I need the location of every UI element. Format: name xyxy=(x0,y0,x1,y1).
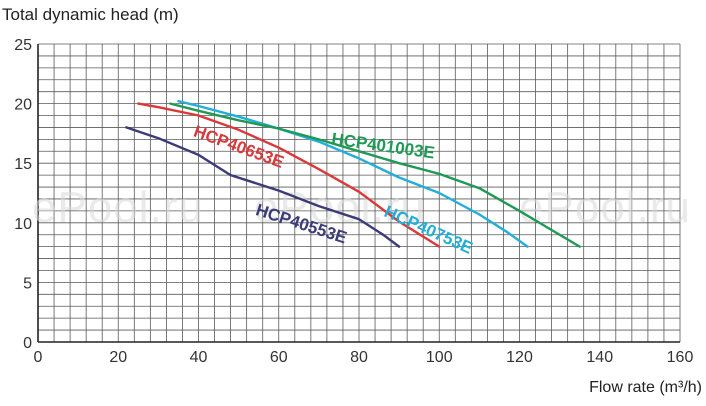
y-tick-label: 5 xyxy=(23,275,32,292)
y-axis-title: Total dynamic head (m) xyxy=(2,5,179,24)
series-line-hcp40653e xyxy=(137,102,441,248)
axes xyxy=(37,44,680,343)
x-axis-title: Flow rate (m³/h) xyxy=(589,379,702,396)
series-line-hcp40553e xyxy=(125,126,401,248)
x-tick-label: 120 xyxy=(506,349,533,366)
tick-labels: 0 5 10 15 20 25 0 20 40 60 80 100 120 140 160 xyxy=(14,37,693,366)
y-tick-label: 10 xyxy=(14,216,32,233)
x-tick-label: 20 xyxy=(109,349,127,366)
y-tick-label: 0 xyxy=(23,335,32,352)
y-tick-label: 15 xyxy=(14,156,32,173)
x-tick-label: 40 xyxy=(190,349,208,366)
watermark-text: ePool.ru xyxy=(519,183,691,232)
y-tick-label: 25 xyxy=(14,37,32,54)
x-tick-label: 60 xyxy=(270,349,288,366)
watermark: ePool.ru ePool.ru ePool.ru xyxy=(32,183,691,232)
x-tick-label: 160 xyxy=(667,349,694,366)
series-line-hcp40753e xyxy=(177,100,529,248)
watermark-text: ePool.ru xyxy=(32,183,204,232)
x-tick-label: 140 xyxy=(586,349,613,366)
grid xyxy=(37,43,681,343)
y-tick-label: 20 xyxy=(14,97,32,114)
x-tick-label: 80 xyxy=(350,349,368,366)
x-tick-label: 0 xyxy=(34,349,43,366)
x-tick-label: 100 xyxy=(426,349,453,366)
series-line-hcp401003e xyxy=(169,102,581,248)
series-lines xyxy=(125,100,581,248)
